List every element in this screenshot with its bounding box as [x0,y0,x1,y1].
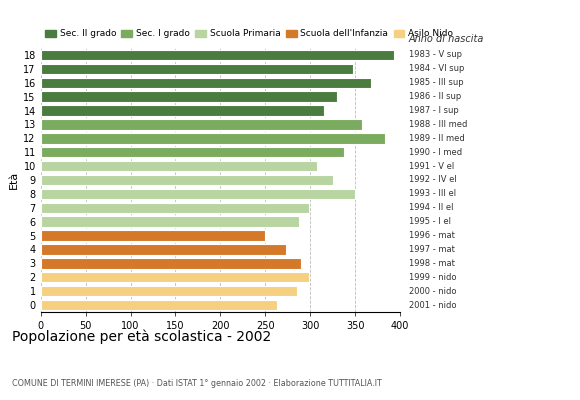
Text: 1983 - V sup: 1983 - V sup [409,50,462,60]
Text: Popolazione per età scolastica - 2002: Popolazione per età scolastica - 2002 [12,330,271,344]
Bar [41,189,355,199]
Text: 1994 - II el: 1994 - II el [409,203,454,212]
Text: 1999 - nido: 1999 - nido [409,273,456,282]
Text: 1998 - mat: 1998 - mat [409,259,455,268]
Bar [41,175,333,185]
Bar [41,216,299,227]
Bar [41,119,361,130]
Bar [41,50,394,60]
Bar [41,92,337,102]
Bar [41,272,309,282]
Text: 1984 - VI sup: 1984 - VI sup [409,64,464,73]
Text: 1996 - mat: 1996 - mat [409,231,455,240]
Text: 1985 - III sup: 1985 - III sup [409,78,463,87]
Bar [41,300,277,310]
Text: 1987 - I sup: 1987 - I sup [409,106,459,115]
Text: 1988 - III med: 1988 - III med [409,120,467,129]
Text: COMUNE DI TERMINI IMERESE (PA) · Dati ISTAT 1° gennaio 2002 · Elaborazione TUTTI: COMUNE DI TERMINI IMERESE (PA) · Dati IS… [12,379,382,388]
Text: 1991 - V el: 1991 - V el [409,162,454,171]
Bar [41,105,324,116]
Bar [41,161,317,171]
Bar [41,64,353,74]
Bar [41,78,371,88]
Text: 1990 - I med: 1990 - I med [409,148,462,157]
Bar [41,147,345,158]
Bar [41,202,309,213]
Y-axis label: Età: Età [9,171,19,189]
Text: 2001 - nido: 2001 - nido [409,300,456,310]
Text: 1992 - IV el: 1992 - IV el [409,176,456,184]
Text: 1989 - II med: 1989 - II med [409,134,465,143]
Bar [41,244,286,255]
Bar [41,258,302,268]
Text: 1993 - III el: 1993 - III el [409,189,456,198]
Bar [41,133,385,144]
Text: Anno di nascita: Anno di nascita [409,34,484,44]
Text: 2000 - nido: 2000 - nido [409,287,456,296]
Bar [41,230,265,241]
Text: 1986 - II sup: 1986 - II sup [409,92,461,101]
Text: 1995 - I el: 1995 - I el [409,217,451,226]
Legend: Sec. II grado, Sec. I grado, Scuola Primaria, Scuola dell'Infanzia, Asilo Nido: Sec. II grado, Sec. I grado, Scuola Prim… [45,29,453,38]
Text: 1997 - mat: 1997 - mat [409,245,455,254]
Bar [41,286,297,296]
